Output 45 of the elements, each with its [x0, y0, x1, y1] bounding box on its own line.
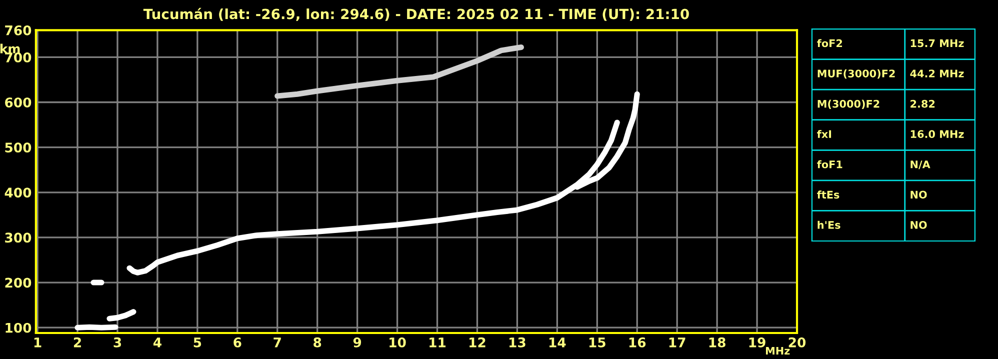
x-tick-label: 19 [749, 337, 766, 348]
x-tick-label: 18 [709, 337, 726, 348]
x-tick-label: 2 [74, 337, 81, 348]
text: 15.7 MHz [910, 39, 964, 48]
text: N/A [910, 160, 930, 170]
x-tick-label: 5 [194, 338, 202, 348]
text: 16.0 MHz [910, 130, 964, 138]
y-tick-label: 600 [5, 97, 32, 108]
x-axis-title: MHz [766, 346, 790, 355]
x-tick-label: 7 [274, 338, 281, 348]
text: 2.82 [910, 100, 935, 108]
chart-title: Tucumán (lat: -26.9, lon: 294.6) - DATE: 2025 02 11 - TIME (UT): 21:10 [143, 8, 689, 22]
text: ftEs [817, 190, 840, 199]
x-tick-label: 17 [669, 338, 686, 348]
y-axis-title: km [0, 44, 20, 54]
y-tick-label: 300 [5, 232, 32, 243]
text: foF1 [817, 160, 842, 168]
text: MUF(3000)F2 [818, 69, 895, 79]
text: M(3000)F2 [818, 100, 880, 109]
x-tick-label: 4 [153, 338, 162, 348]
y-tick-label: 500 [5, 142, 32, 153]
x-tick-label: 14 [549, 338, 566, 348]
x-tick-label: 16 [629, 337, 646, 348]
y-tick-label: 700 [5, 52, 32, 62]
text: NO [910, 221, 927, 229]
text: 44.2 MHz [910, 70, 964, 78]
x-tick-label: 1 [34, 338, 42, 348]
text: h'Es [818, 220, 840, 229]
y-tick-label: 760 [5, 25, 32, 36]
x-tick-label: 12 [470, 337, 486, 348]
x-tick-label: 13 [510, 337, 526, 348]
x-tick-label: 15 [589, 338, 606, 348]
text: fxI [817, 130, 832, 138]
y-tick-label: 400 [4, 188, 32, 198]
x-tick-label: 6 [234, 337, 242, 348]
x-tick-label: 20 [788, 337, 806, 348]
x-tick-label: 11 [430, 338, 446, 348]
text: foF2 [817, 39, 842, 48]
x-tick-label: 9 [353, 337, 362, 348]
y-tick-label: 200 [5, 278, 32, 288]
text: NO [910, 190, 927, 199]
y-tick-label: 100 [6, 322, 32, 333]
x-tick-label: 8 [314, 337, 322, 348]
x-tick-label: 10 [390, 337, 406, 348]
x-tick-label: 3 [114, 337, 122, 348]
